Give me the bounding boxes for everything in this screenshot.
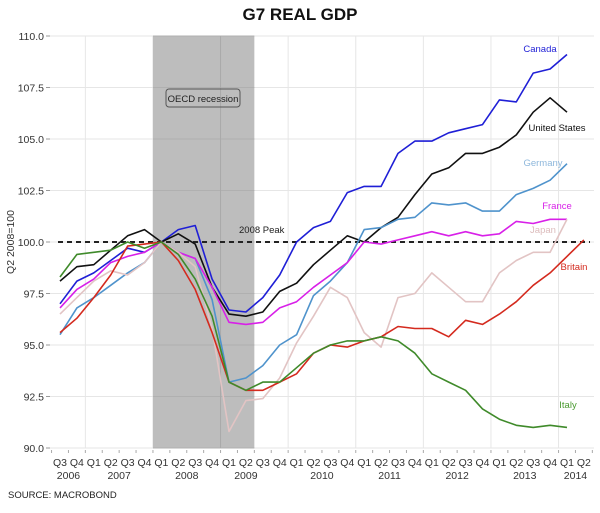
x-tick-label: Q4: [137, 457, 151, 469]
y-tick-label: 90.0: [24, 443, 45, 455]
x-year-label: 2014: [564, 470, 588, 482]
series-label-japan: Japan: [530, 225, 556, 236]
series-label-france: France: [542, 201, 572, 212]
recession-label-box: OECD recession: [165, 88, 241, 108]
series-label-canada: Canada: [523, 44, 557, 55]
x-tick-label: Q3: [459, 457, 473, 469]
chart-title: G7 REAL GDP: [243, 5, 358, 24]
series-lines: [59, 53, 585, 433]
x-tick-label: Q3: [53, 457, 67, 469]
x-year-label: 2011: [378, 470, 401, 482]
x-tick-label: Q1: [492, 457, 506, 469]
recession-label: OECD recession: [168, 94, 239, 105]
x-tick-label: Q1: [290, 457, 304, 469]
x-tick-label: Q1: [560, 457, 574, 469]
x-tick-label: Q2: [509, 457, 523, 469]
y-tick-label: 107.5: [18, 83, 44, 95]
y-tick-label: 95.0: [24, 340, 45, 352]
x-year-label: 2007: [107, 470, 131, 482]
x-tick-label: Q3: [188, 457, 202, 469]
x-year-label: 2008: [175, 470, 199, 482]
x-axis: Q3 Q4 Q1 Q2 Q3 Q4 Q1 Q2 Q3 Q4 Q1 Q2 Q3 Q4 Q1 Q2 Q3 Q4 Q1 Q2…: [51, 450, 593, 482]
x-tick-label: Q2: [104, 457, 118, 469]
x-tick-label: Q2: [374, 457, 388, 469]
y-tick-label: 105.0: [18, 134, 44, 146]
series-line-france: [59, 218, 567, 326]
series-label-united-states: United States: [528, 123, 585, 134]
y-tick-label: 110.0: [19, 31, 45, 43]
y-tick-label: 102.5: [18, 186, 44, 198]
x-tick-label: Q4: [205, 457, 219, 469]
series-line-italy: [59, 241, 568, 429]
y-axis: 90.0 92.5 95.0 97.5 100.0 102.5 105.0 107.5 110.…: [18, 31, 50, 455]
series-label-italy: Italy: [559, 400, 577, 411]
x-tick-label: Q4: [340, 457, 354, 469]
x-tick-label: Q3: [526, 457, 540, 469]
reference-line-label: 2008 Peak: [239, 225, 285, 236]
x-year-label: 2013: [513, 470, 537, 482]
x-year-label: 2010: [310, 470, 334, 482]
x-tick-label: Q1: [357, 457, 371, 469]
x-year-label: 2012: [445, 470, 469, 482]
x-tick-label: Q2: [577, 457, 591, 469]
x-tick-label: Q2: [306, 457, 320, 469]
x-tick-label: Q4: [475, 457, 489, 469]
series-line-britain: [59, 239, 585, 392]
x-tick-label: Q4: [70, 457, 84, 469]
x-tick-label: Q4: [408, 457, 422, 469]
x-tick-label: Q2: [239, 457, 253, 469]
series-label-britain: Britain: [561, 262, 588, 273]
series-line-united-states: [59, 97, 568, 318]
y-tick-label: 92.5: [24, 392, 45, 404]
source-note: SOURCE: MACROBOND: [8, 490, 117, 501]
y-tick-label: 97.5: [24, 289, 45, 301]
series-labels: Canada United States Germany France Japan Bri…: [523, 44, 587, 411]
x-tick-label: Q1: [154, 457, 168, 469]
x-tick-label: Q2: [171, 457, 185, 469]
x-tick-label: Q3: [121, 457, 135, 469]
series-line-japan: [59, 218, 568, 433]
x-tick-label: Q4: [273, 457, 287, 469]
x-year-label: 2006: [57, 470, 81, 482]
x-tick-label: Q3: [391, 457, 405, 469]
recession-label-border: [165, 88, 241, 108]
y-tick-label: 100.0: [18, 237, 44, 249]
x-tick-label: Q4: [543, 457, 557, 469]
x-tick-label: Q2: [442, 457, 456, 469]
x-tick-label: Q1: [87, 457, 101, 469]
x-year-label: 2009: [234, 470, 258, 482]
x-tick-label: Q3: [256, 457, 270, 469]
x-tick-label: Q1: [222, 457, 236, 469]
x-tick-label: Q1: [425, 457, 439, 469]
y-axis-label: Q2 2008=100: [5, 210, 17, 274]
x-tick-label: Q3: [323, 457, 337, 469]
series-label-germany: Germany: [523, 158, 562, 169]
